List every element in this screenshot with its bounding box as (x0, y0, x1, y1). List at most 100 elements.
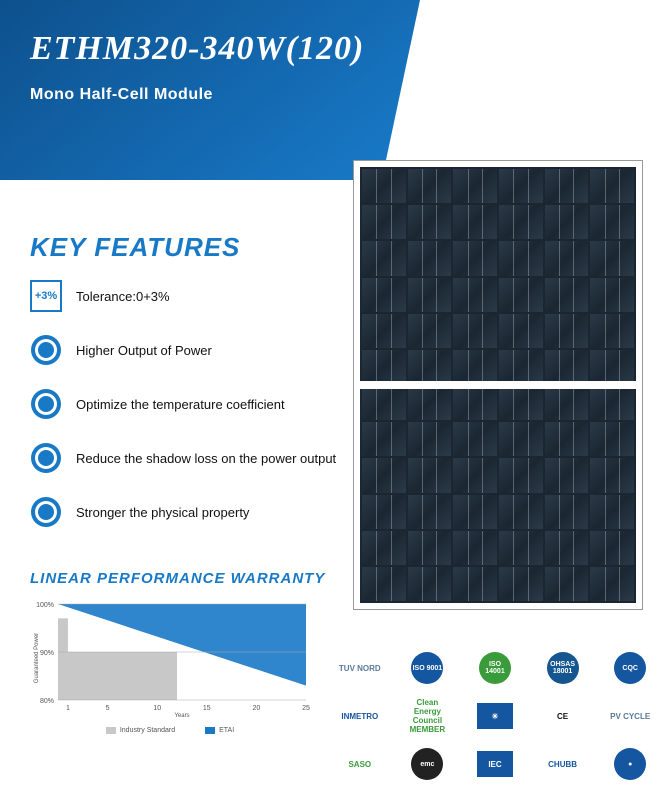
panel-cell (408, 422, 452, 456)
cert-badge: ISO 9001 (403, 652, 451, 684)
panel-cell (453, 350, 497, 384)
cert-badge: SASO (336, 748, 384, 780)
panel-cell (545, 350, 589, 384)
product-title: ETHM320-340W(120) (30, 30, 364, 68)
cert-badge: ISO 14001 (471, 652, 519, 684)
feature-row: Higher Output of Power (30, 334, 350, 366)
feature-row: Optimize the temperature coefficient (30, 388, 350, 420)
panel-cell (545, 495, 589, 529)
panel-cell (453, 458, 497, 492)
warranty-heading: LINEAR PERFORMANCE WARRANTY (30, 570, 325, 587)
panel-cell (408, 495, 452, 529)
cert-badge: ☀ (477, 703, 513, 729)
chart-legend: Industry StandardETAI (30, 727, 310, 734)
feature-text: Optimize the temperature coefficient (76, 397, 285, 412)
panel-cell (453, 567, 497, 601)
svg-text:20: 20 (253, 705, 261, 712)
feature-row: Reduce the shadow loss on the power outp… (30, 442, 350, 474)
panel-cell (362, 495, 406, 529)
cert-badge: PV CYCLE (606, 700, 654, 732)
strength-icon (30, 496, 62, 528)
panel-cell (453, 278, 497, 312)
panel-cell (499, 567, 543, 601)
panel-cell (545, 531, 589, 565)
svg-text:10: 10 (153, 705, 161, 712)
legend-item: ETAI (205, 727, 234, 734)
panel-cell (362, 567, 406, 601)
panel-cell (453, 314, 497, 348)
tolerance-box: +3% (30, 280, 62, 312)
cert-badge: IEC (477, 751, 513, 777)
panel-cell (590, 205, 634, 239)
panel-cell (408, 458, 452, 492)
panel-cell (590, 169, 634, 203)
panel-cell (590, 241, 634, 275)
cert-badge: CHUBB (539, 748, 587, 780)
svg-text:90%: 90% (40, 650, 54, 657)
panel-cell (590, 278, 634, 312)
panel-cell (362, 531, 406, 565)
panel-cell (453, 531, 497, 565)
feature-text: Tolerance:0+3% (76, 289, 170, 304)
panel-cell (545, 278, 589, 312)
panel-cell (499, 495, 543, 529)
cert-badge: Clean Energy Council MEMBER (403, 700, 451, 732)
cert-badge: emc (403, 748, 451, 780)
cloud-icon (30, 388, 62, 420)
panel-cell (362, 278, 406, 312)
features-list: +3% Tolerance:0+3% Higher Output of Power O… (30, 280, 350, 550)
panel-cell (362, 458, 406, 492)
panel-cell (408, 278, 452, 312)
svg-text:Guaranteed Power: Guaranteed Power (34, 633, 40, 683)
svg-text:25: 25 (302, 705, 310, 712)
feature-text: Reduce the shadow loss on the power outp… (76, 451, 336, 466)
key-features-heading: KEY FEATURES (30, 232, 240, 263)
panel-cell (499, 386, 543, 420)
panel-cell (499, 205, 543, 239)
panel-cell (590, 350, 634, 384)
panel-cell (545, 169, 589, 203)
svg-text:5: 5 (106, 705, 110, 712)
panel-cell (499, 278, 543, 312)
svg-text:80%: 80% (40, 698, 54, 705)
panel-cell (590, 386, 634, 420)
svg-text:15: 15 (203, 705, 211, 712)
panel-cell (590, 531, 634, 565)
panel-cell (453, 422, 497, 456)
panel-cell (590, 422, 634, 456)
feature-row: +3% Tolerance:0+3% (30, 280, 350, 312)
panel-cell (362, 205, 406, 239)
power-icon (30, 334, 62, 366)
panel-cell (545, 314, 589, 348)
panel-cell (362, 241, 406, 275)
cert-badge: INMETRO (336, 700, 384, 732)
panel-cell (453, 169, 497, 203)
panel-cell (453, 495, 497, 529)
solar-panel-image (353, 160, 643, 610)
panel-cell (545, 205, 589, 239)
svg-text:1: 1 (66, 705, 70, 712)
panel-cell (453, 205, 497, 239)
panel-cell (362, 386, 406, 420)
feature-row: Stronger the physical property (30, 496, 350, 528)
panel-cell (408, 205, 452, 239)
panel-cell (590, 495, 634, 529)
panel-cell (453, 241, 497, 275)
panel-cell (545, 386, 589, 420)
panel-cell (499, 422, 543, 456)
panel-cell (499, 169, 543, 203)
cert-badge: CQC (606, 652, 654, 684)
panel-cell (453, 386, 497, 420)
panel-cell (590, 458, 634, 492)
panel-cell (545, 241, 589, 275)
panel-cell (362, 422, 406, 456)
cert-badge: TUV NORD (336, 652, 384, 684)
panel-cell (408, 531, 452, 565)
panel-cell (499, 458, 543, 492)
svg-text:100%: 100% (36, 602, 54, 609)
panel-cell (499, 314, 543, 348)
panel-cell (408, 386, 452, 420)
warranty-chart: 100%90%80%1510152025Guaranteed PowerYear… (30, 598, 310, 738)
panel-cell (590, 314, 634, 348)
panel-cell (408, 241, 452, 275)
